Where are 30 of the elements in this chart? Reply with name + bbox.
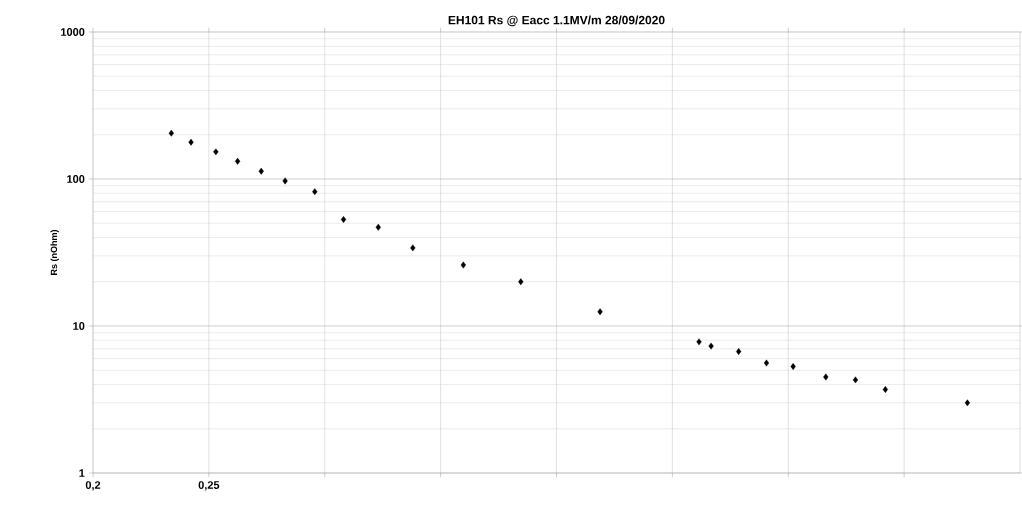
- y-tick-label: 1: [79, 469, 85, 477]
- y-tick-label: 100: [67, 175, 85, 183]
- point: [736, 348, 742, 355]
- point: [852, 376, 859, 384]
- point: [340, 216, 347, 223]
- point: [597, 308, 603, 316]
- point: [790, 363, 796, 370]
- point: [882, 386, 888, 393]
- point: [964, 399, 970, 407]
- point: [708, 342, 714, 350]
- x-tick-label: 0,2: [85, 481, 101, 491]
- point: [188, 138, 194, 146]
- point: [235, 157, 241, 165]
- point: [375, 223, 381, 231]
- point: [213, 148, 219, 156]
- x-tick-label: 0,25: [198, 481, 220, 491]
- point: [460, 261, 466, 269]
- point: [518, 278, 524, 286]
- point: [696, 338, 702, 346]
- y-tick-label: 10: [73, 322, 85, 330]
- point: [763, 359, 770, 367]
- chart-title: EH101 Rs @ Eacc 1.1MV/m 28/09/2020: [448, 15, 665, 27]
- point: [258, 167, 264, 175]
- y-tick-label: 1000: [61, 28, 85, 36]
- point: [282, 177, 288, 185]
- point: [312, 188, 318, 196]
- point: [823, 373, 829, 381]
- point: [410, 244, 416, 252]
- y-axis-title: Rs (nOhm): [50, 229, 59, 275]
- point: [168, 129, 174, 137]
